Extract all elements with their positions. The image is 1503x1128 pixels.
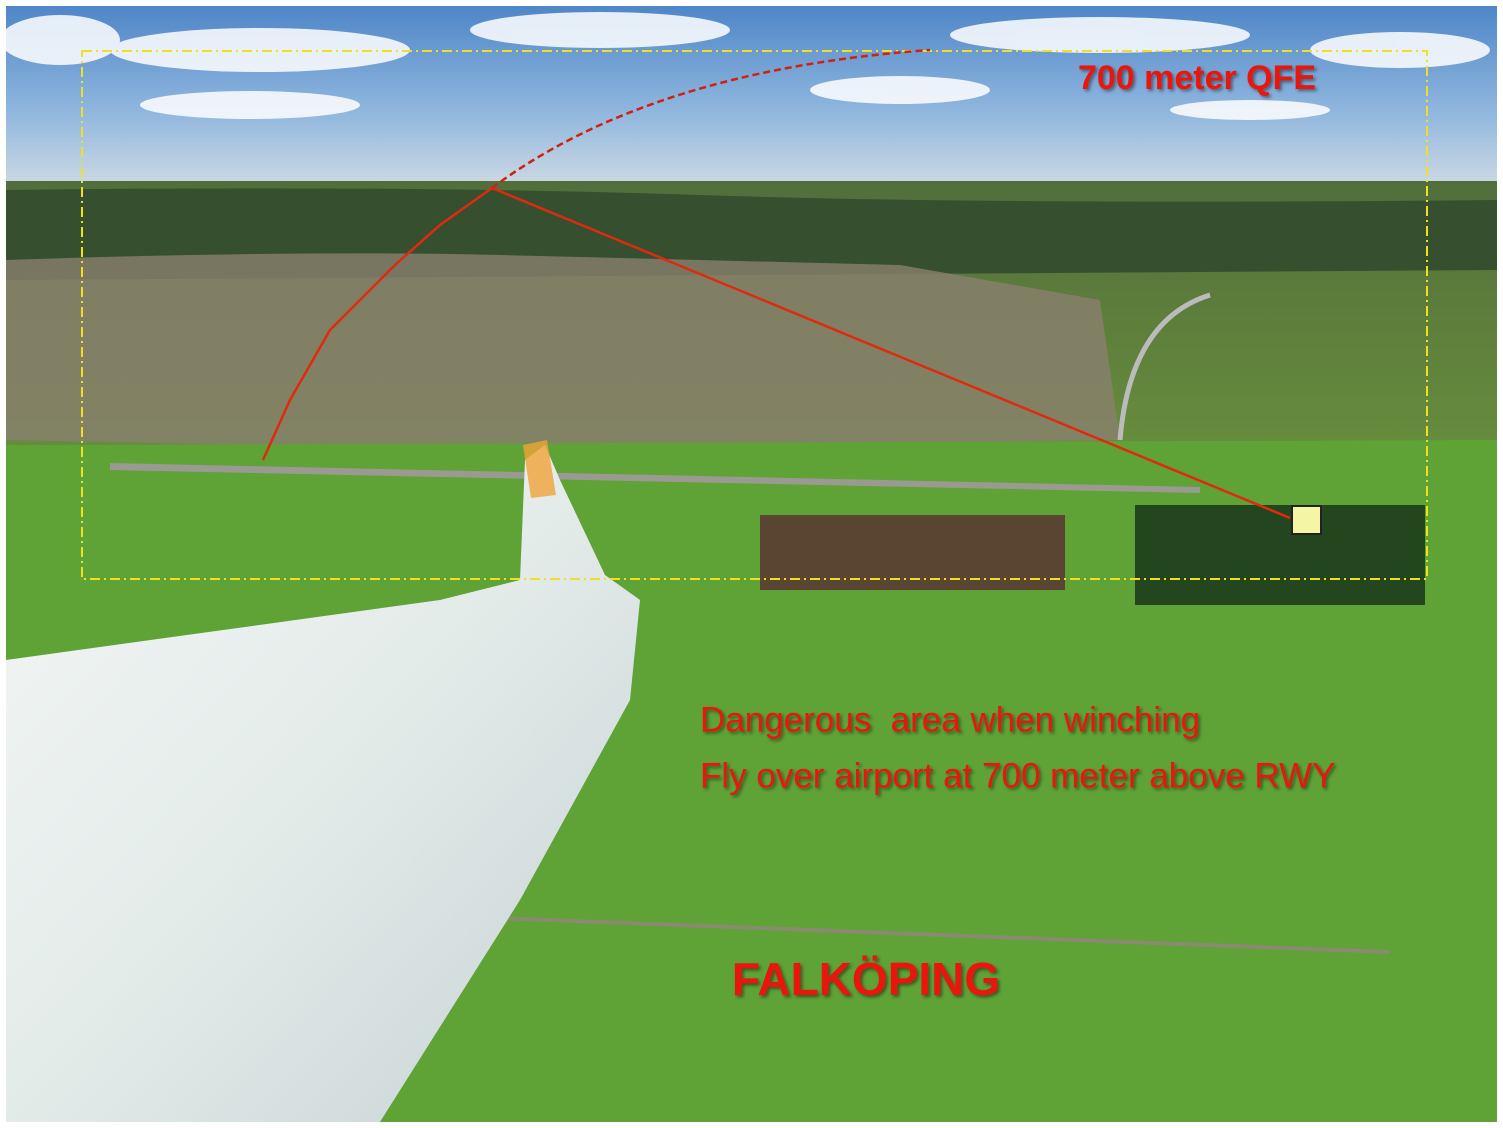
altitude-label: 700 meter QFE	[1078, 59, 1316, 97]
winch-marker	[1292, 506, 1321, 534]
annotated-photo: 700 meter QFE Dangerous area when winchi…	[0, 0, 1503, 1128]
place-label: FALKÖPING	[732, 953, 1000, 1005]
warning-line: Dangerous area when winching	[700, 700, 1200, 739]
warning-line: Fly over airport at 700 meter above RWY	[700, 756, 1335, 795]
